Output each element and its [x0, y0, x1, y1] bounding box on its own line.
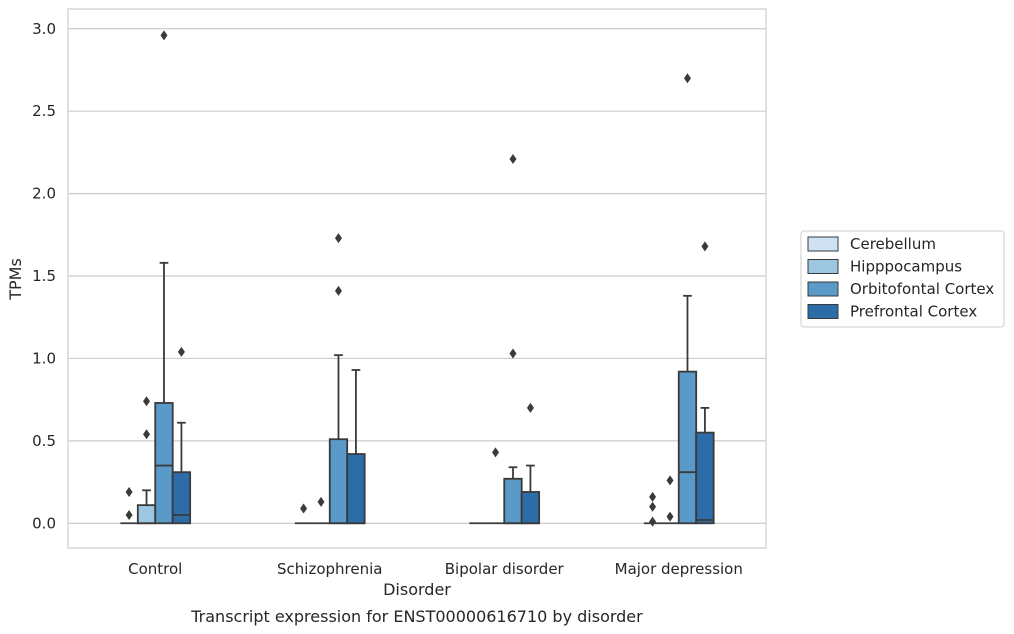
box-body: [346, 453, 366, 525]
x-tick-labels: Control Schizophrenia Bipolar disorder Majo…: [128, 560, 743, 578]
legend-label: Prefrontal Cortex: [850, 303, 977, 321]
outlier-point: [143, 429, 151, 440]
y-tick-label: 0.0: [32, 514, 56, 532]
outlier-point: [160, 30, 168, 41]
box-hipppocampus: [486, 447, 505, 525]
y-tick-labels: 0.0 0.5 1.0 1.5 2.0 2.5 3.0: [32, 20, 56, 532]
box-body: [503, 477, 523, 525]
outlier-point: [666, 475, 674, 486]
box-hipppocampus: [136, 396, 157, 525]
x-tick-label: Schizophrenia: [277, 560, 382, 578]
legend-swatch: [807, 281, 839, 297]
outlier-point: [125, 510, 133, 521]
legend-swatch: [807, 304, 839, 319]
box-cerebellum: [120, 486, 138, 525]
y-tick-label: 0.5: [32, 432, 56, 450]
legend-swatch: [807, 259, 839, 274]
y-axis-title: TPMs: [6, 258, 25, 301]
x-tick-label: Control: [128, 560, 182, 578]
outlier-point: [649, 491, 657, 502]
legend-swatch: [807, 236, 839, 252]
outlier-point: [649, 516, 657, 527]
box-prefrontal-cortex: [695, 241, 715, 525]
outlier-point: [125, 486, 133, 497]
box-body: [677, 370, 698, 525]
outlier-point: [317, 496, 325, 507]
outlier-point: [177, 346, 185, 357]
chart-caption: Transcript expression for ENST0000061671…: [190, 607, 643, 626]
outlier-point: [526, 402, 534, 413]
outlier-point: [649, 501, 657, 512]
box-prefrontal-cortex: [520, 402, 541, 525]
outlier-point: [300, 503, 308, 514]
outlier-point: [509, 348, 517, 359]
box-orbitofontal-cortex: [154, 30, 174, 525]
box-body: [328, 438, 349, 525]
outlier-point: [334, 285, 342, 296]
legend-label: Hipppocampus: [850, 258, 962, 276]
box-body: [154, 402, 174, 525]
box-orbitofontal-cortex: [677, 73, 698, 525]
y-tick-label: 1.0: [32, 349, 56, 367]
y-gridlines: [68, 28, 766, 524]
box-prefrontal-cortex: [171, 346, 192, 525]
y-tick-label: 2.0: [32, 185, 56, 203]
box-cerebellum: [643, 491, 662, 527]
box-hipppocampus: [661, 475, 679, 525]
box-prefrontal-cortex: [346, 369, 366, 525]
outlier-point: [701, 241, 709, 252]
box-body: [171, 471, 192, 525]
box-body: [136, 504, 157, 525]
plot-area-frame: [67, 8, 767, 549]
box-plot-series: [120, 30, 715, 527]
x-tick-label: Bipolar disorder: [445, 560, 565, 578]
box-body: [520, 491, 541, 525]
box-body: [695, 431, 715, 525]
box-hipppocampus: [312, 496, 330, 525]
outlier-point: [334, 233, 342, 244]
y-tick-label: 2.5: [32, 102, 56, 120]
legend-label: Orbitofontal Cortex: [850, 280, 994, 298]
box-orbitofontal-cortex: [503, 153, 523, 525]
y-tick-label: 1.5: [32, 267, 56, 285]
outlier-point: [143, 396, 151, 407]
outlier-point: [492, 447, 500, 458]
outlier-point: [666, 511, 674, 522]
outlier-point: [683, 73, 691, 84]
legend-label: Cerebellum: [850, 235, 936, 253]
y-tick-label: 3.0: [32, 20, 56, 38]
box-cerebellum: [294, 503, 313, 525]
x-tick-label: Major depression: [615, 560, 743, 578]
legend-frame: [800, 230, 1005, 328]
x-axis-title: Disorder: [383, 580, 451, 599]
legend: Cerebellum Hipppocampus Orbitofontal Corte…: [800, 230, 1005, 328]
box-orbitofontal-cortex: [328, 233, 349, 525]
outlier-point: [509, 153, 517, 164]
